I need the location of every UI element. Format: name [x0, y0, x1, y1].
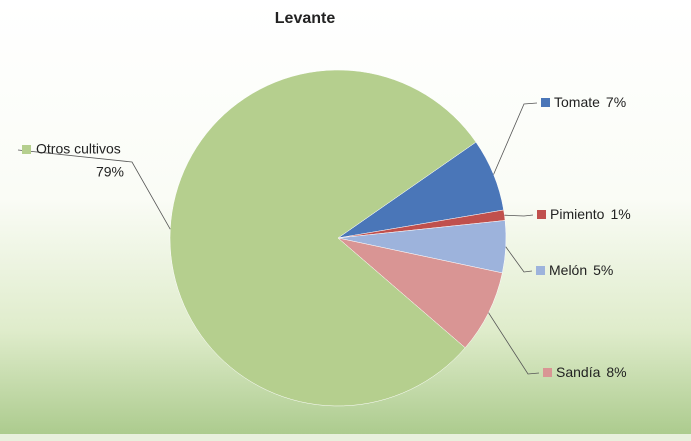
legend-marker [22, 145, 31, 154]
legend-marker [543, 368, 552, 377]
pie-slice [169, 69, 477, 407]
data-label-name: Sandía [556, 364, 601, 380]
data-label-name: Pimiento [550, 206, 605, 222]
leader-line [493, 102, 538, 175]
data-label: Pimiento 1% [550, 206, 631, 222]
data-label: Sandía 8% [556, 364, 627, 380]
leader-line [488, 312, 540, 375]
legend-marker [537, 210, 546, 219]
leader-line [505, 246, 533, 273]
legend-marker [541, 98, 550, 107]
chart-title: Levante [275, 10, 336, 27]
data-label-value: 79% [96, 164, 124, 180]
data-label-value: 1% [610, 206, 630, 222]
data-label: Tomate 7% [554, 94, 626, 110]
data-label-name: Otros cultivos [36, 141, 121, 157]
data-label-value: 8% [606, 364, 626, 380]
data-label: Melón 5% [549, 262, 613, 278]
data-label-value: 5% [593, 262, 613, 278]
leader-line [504, 214, 534, 217]
legend-marker [536, 266, 545, 275]
data-label-name: Tomate [554, 94, 600, 110]
data-label-name: Melón [549, 262, 587, 278]
bottom-strip [0, 434, 691, 441]
data-label-value: 7% [606, 94, 626, 110]
leader-line [17, 149, 171, 230]
